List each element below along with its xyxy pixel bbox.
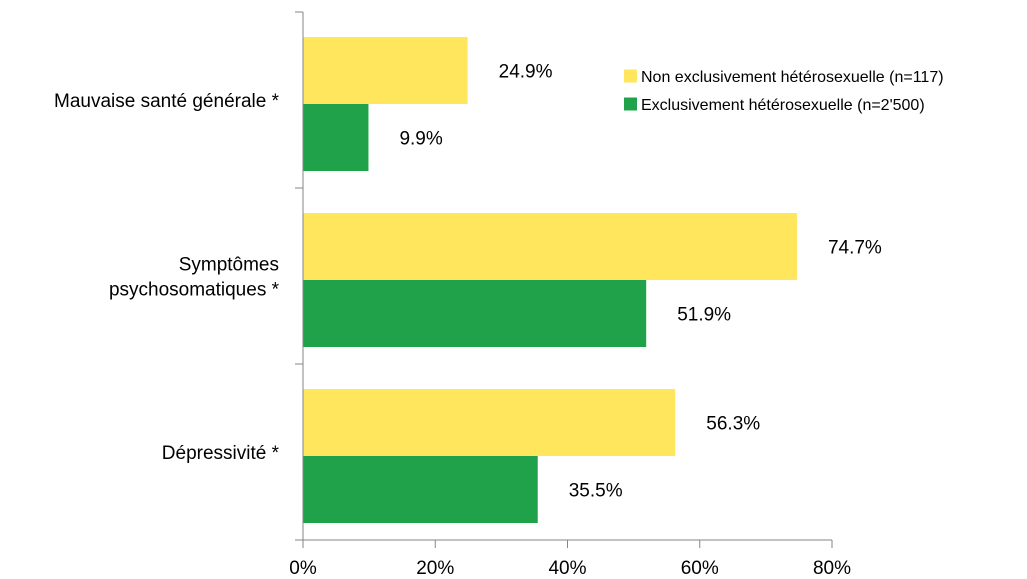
legend-swatch-1 (624, 97, 637, 111)
bar-non-exclusive-1 (303, 213, 797, 280)
bar-non-exclusive-0 (303, 37, 468, 104)
x-tick-label-4: 80% (813, 558, 851, 579)
data-label-0-0: 24.9% (499, 62, 553, 83)
data-label-1-2: 35.5% (569, 481, 623, 502)
bars-group (303, 37, 797, 523)
category-labels-group: Mauvaise santé générale * Symptômes psycho… (54, 91, 280, 464)
x-tick-label-3: 60% (681, 558, 719, 579)
data-label-1-1: 51.9% (677, 305, 731, 326)
bar-exclusive-0 (303, 104, 369, 171)
category-label-1: Symptômes psychosomatiques * (109, 255, 280, 301)
data-label-0-1: 74.7% (828, 238, 882, 259)
x-ticks-group (302, 540, 833, 548)
legend-label-1: Exclusivement hétérosexuelle (n=2'500) (641, 97, 925, 114)
legend-swatch-0 (624, 69, 637, 83)
legend-label-0: Non exclusivement hétérosexuelle (n=117) (641, 69, 944, 86)
data-label-1-0: 9.9% (399, 129, 442, 150)
bar-exclusive-2 (303, 456, 538, 523)
bar-exclusive-1 (303, 280, 647, 347)
x-tick-label-0: 0% (289, 558, 317, 579)
category-label-2: Dépressivité * (162, 443, 280, 464)
x-tick-label-2: 40% (548, 558, 586, 579)
x-tick-label-1: 20% (416, 558, 454, 579)
category-ticks-group (295, 11, 303, 541)
bar-non-exclusive-2 (303, 389, 676, 456)
x-tick-labels-group: 0% 20% 40% 60% 80% (289, 558, 851, 579)
data-labels-group: 24.9% 9.9% 74.7% 51.9% 56.3% 35.5% (399, 62, 881, 502)
legend: Non exclusivement hétérosexuelle (n=117)… (624, 69, 944, 114)
category-label-0: Mauvaise santé générale * (54, 91, 280, 112)
data-label-0-2: 56.3% (706, 414, 760, 435)
